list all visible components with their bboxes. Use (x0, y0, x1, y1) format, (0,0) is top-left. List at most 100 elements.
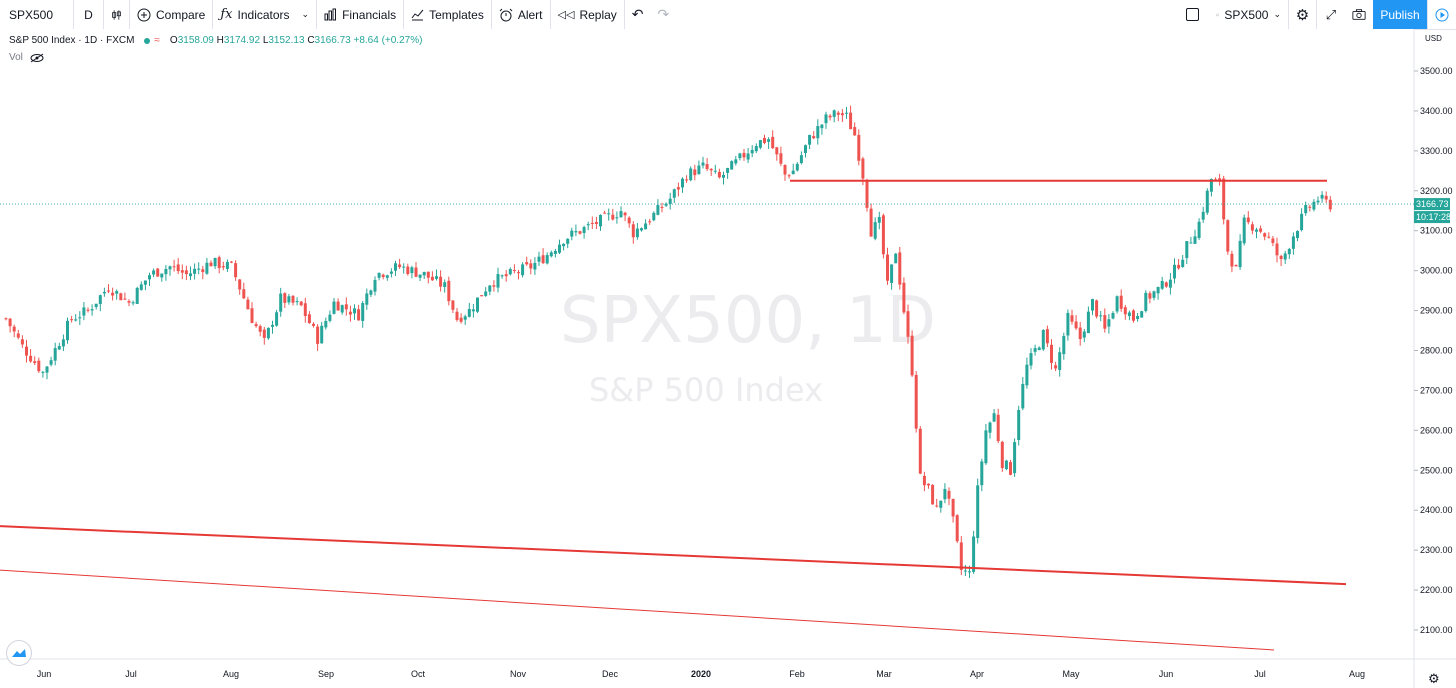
lower-trendline[interactable] (0, 569, 1275, 651)
candle-body (279, 293, 283, 312)
candle-body (336, 301, 340, 311)
candle (709, 168, 713, 176)
replay-button[interactable]: ◁◁ Replay (551, 0, 625, 29)
time-tick-label: Oct (411, 669, 426, 679)
last-price-label: 3166.73 (1416, 199, 1449, 209)
candle (1111, 311, 1115, 320)
indicators-icon: ƒx (220, 7, 233, 22)
candle-body (402, 266, 406, 268)
publish-label: Publish (1380, 7, 1420, 22)
candle-body (652, 212, 656, 221)
undo-icon: ↶ (631, 6, 644, 22)
candle (529, 259, 533, 275)
watermark-name: S&P 500 Index (589, 371, 823, 409)
candle (471, 304, 475, 318)
candle (74, 314, 78, 322)
candle (82, 302, 86, 321)
low-value: 3152.13 (268, 35, 305, 46)
candle (1091, 298, 1094, 316)
candle (49, 356, 53, 367)
candle (734, 155, 738, 166)
candle-body (873, 222, 877, 239)
candle-body (902, 282, 906, 313)
settings-button[interactable]: ⚙ (1289, 0, 1317, 29)
currency-label: USD (1425, 34, 1442, 43)
candle (541, 248, 545, 264)
compare-button[interactable]: Compare (130, 0, 214, 29)
candle (1033, 344, 1037, 356)
eye-icon[interactable] (29, 53, 45, 63)
candle-body (1086, 311, 1090, 334)
symbol-search-button[interactable]: SPX500 (0, 0, 74, 29)
candle (357, 304, 361, 321)
candle-body (61, 339, 65, 347)
replay-label: Replay (579, 7, 617, 22)
candle-body (549, 252, 553, 257)
publish-button[interactable]: Publish (1373, 0, 1427, 29)
candle-body (980, 461, 984, 486)
candle-body (1033, 348, 1037, 352)
candle-body (443, 282, 447, 288)
candle-body (496, 274, 500, 288)
templates-button[interactable]: Templates (404, 0, 492, 29)
candle-body (33, 361, 37, 364)
alert-button[interactable]: Alert (492, 0, 551, 29)
fullscreen-box-button[interactable] (1175, 0, 1209, 29)
candle-body (139, 284, 143, 290)
candle (225, 259, 229, 272)
candle-body (37, 360, 41, 372)
price-scale[interactable]: 3500.00 3400.00 3300.00 3200.00 3100.00 3000.… (0, 34, 1453, 686)
indicators-button[interactable]: ƒx Indicators ⌄ (213, 0, 318, 29)
expand-button[interactable]: ⤢ (1317, 0, 1345, 29)
candle-body (275, 312, 279, 326)
candle (857, 129, 861, 166)
snapshot-button[interactable] (1345, 0, 1373, 29)
candle (4, 317, 8, 321)
candle (213, 257, 217, 269)
candle-body (1107, 319, 1111, 327)
candle-body (623, 212, 627, 216)
candle (533, 257, 537, 275)
candle-body (1250, 224, 1254, 231)
tradingview-logo-icon[interactable] (7, 641, 31, 665)
candle-body (537, 256, 541, 262)
candle (590, 216, 594, 230)
candle (836, 110, 840, 121)
candle (266, 327, 270, 340)
time-tick-label: Mar (876, 669, 892, 679)
candle (996, 408, 1000, 444)
financials-button[interactable]: Financials (317, 0, 405, 29)
candle-body (545, 255, 549, 264)
candle-body (205, 262, 209, 274)
volume-legend[interactable]: Vol (9, 52, 45, 63)
candle-body (49, 360, 53, 365)
interval-button[interactable]: D (74, 0, 104, 29)
layout-button[interactable]: SPX500 ⌄ (1209, 0, 1289, 29)
candle (66, 317, 69, 344)
time-scale[interactable]: Jun Jul Aug Sep Oct Nov Dec 2020 Feb Mar Apr May Jun… (37, 669, 1365, 679)
candle-body (1144, 292, 1148, 312)
support-trendline[interactable] (0, 525, 1347, 586)
redo-button[interactable]: ↷ (651, 0, 677, 29)
candle (648, 218, 652, 225)
price-chart[interactable]: SPX500, 1D S&P 500 Index 3500.003400.003… (0, 29, 1456, 688)
candle (902, 277, 906, 315)
candle (176, 258, 180, 275)
candle-body (25, 346, 28, 356)
candle (840, 109, 844, 122)
candle-body (1091, 299, 1094, 311)
candle-body (668, 198, 672, 205)
chart-style-button[interactable] (104, 0, 130, 29)
candle (1164, 281, 1168, 288)
gear-icon[interactable]: ⚙ (1428, 671, 1440, 686)
candle (640, 227, 643, 232)
candle (361, 300, 365, 328)
candle-body (1316, 200, 1320, 203)
countdown-box (1414, 211, 1450, 224)
play-button[interactable] (1427, 0, 1456, 29)
candle (951, 498, 955, 523)
candle-body (45, 366, 49, 373)
candle (447, 276, 451, 306)
undo-button[interactable]: ↶ (625, 0, 651, 29)
drawings-layer[interactable] (0, 179, 1347, 651)
